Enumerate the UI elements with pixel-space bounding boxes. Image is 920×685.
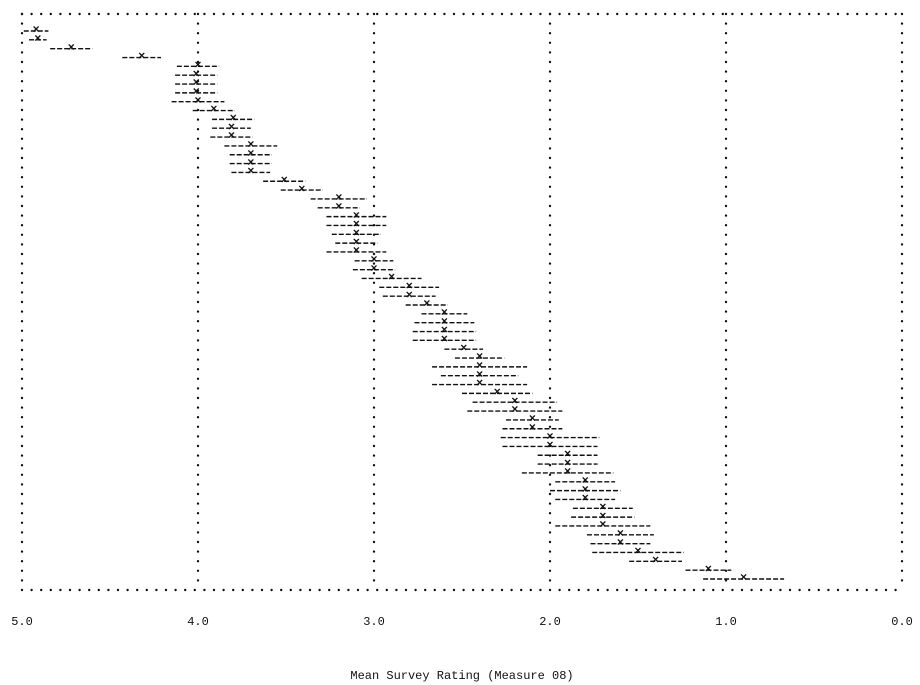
point-marker: × [138,50,145,64]
point-marker: × [247,138,254,152]
point-marker: × [476,377,483,391]
point-marker: × [564,456,571,470]
point-marker: × [298,182,305,196]
point-marker: × [193,76,200,90]
point-marker: × [511,394,518,408]
point-marker: × [193,67,200,81]
point-marker: × [740,571,747,585]
x-tick-label: 0.0 [891,615,913,629]
point-marker: × [441,324,448,338]
point-marker: × [281,173,288,187]
point-marker: × [476,350,483,364]
x-tick-label: 3.0 [363,615,385,629]
point-marker: × [353,226,360,240]
point-marker: × [247,147,254,161]
point-marker: × [406,288,413,302]
point-marker: × [335,200,342,214]
point-marker: × [34,32,41,46]
point-marker: × [335,191,342,205]
point-marker: × [353,209,360,223]
point-marker: × [582,483,589,497]
point-marker: × [193,85,200,99]
point-marker: × [634,545,641,559]
point-marker: × [228,129,235,143]
point-marker: × [617,527,624,541]
point-marker: × [194,59,201,73]
point-marker: × [599,509,606,523]
x-tick-label: 2.0 [539,615,561,629]
point-marker: × [582,474,589,488]
point-marker: × [546,430,553,444]
point-marker: × [599,500,606,514]
point-marker: × [564,447,571,461]
point-marker: × [247,165,254,179]
x-axis-label: Mean Survey Rating (Measure 08) [350,669,573,683]
point-marker: × [529,421,536,435]
point-marker: × [210,103,217,117]
point-marker: × [582,492,589,506]
point-marker: × [370,262,377,276]
point-marker: × [546,439,553,453]
point-marker: × [32,23,39,37]
point-marker: × [353,218,360,232]
x-tick-label: 5.0 [11,615,33,629]
x-tick-label: 1.0 [715,615,737,629]
point-marker: × [388,271,395,285]
x-tick-label: 4.0 [187,615,209,629]
point-marker: × [476,368,483,382]
point-marker: × [441,315,448,329]
point-marker: × [494,386,501,400]
point-marker: × [353,244,360,258]
point-marker: × [194,94,201,108]
point-marker: × [599,518,606,532]
point-marker: × [441,306,448,320]
point-marker: × [247,156,254,170]
point-marker: × [441,333,448,347]
point-marker: × [460,341,467,355]
point-marker: × [529,412,536,426]
point-marker: × [652,553,659,567]
point-marker: × [68,41,75,55]
point-marker: × [476,359,483,373]
point-marker: × [228,120,235,134]
point-marker: × [705,562,712,576]
point-marker: × [564,465,571,479]
point-marker: × [617,536,624,550]
point-marker: × [406,279,413,293]
point-marker: × [423,297,430,311]
point-marker: × [353,235,360,249]
point-marker: × [511,403,518,417]
point-marker: × [370,253,377,267]
point-marker: × [230,112,237,126]
